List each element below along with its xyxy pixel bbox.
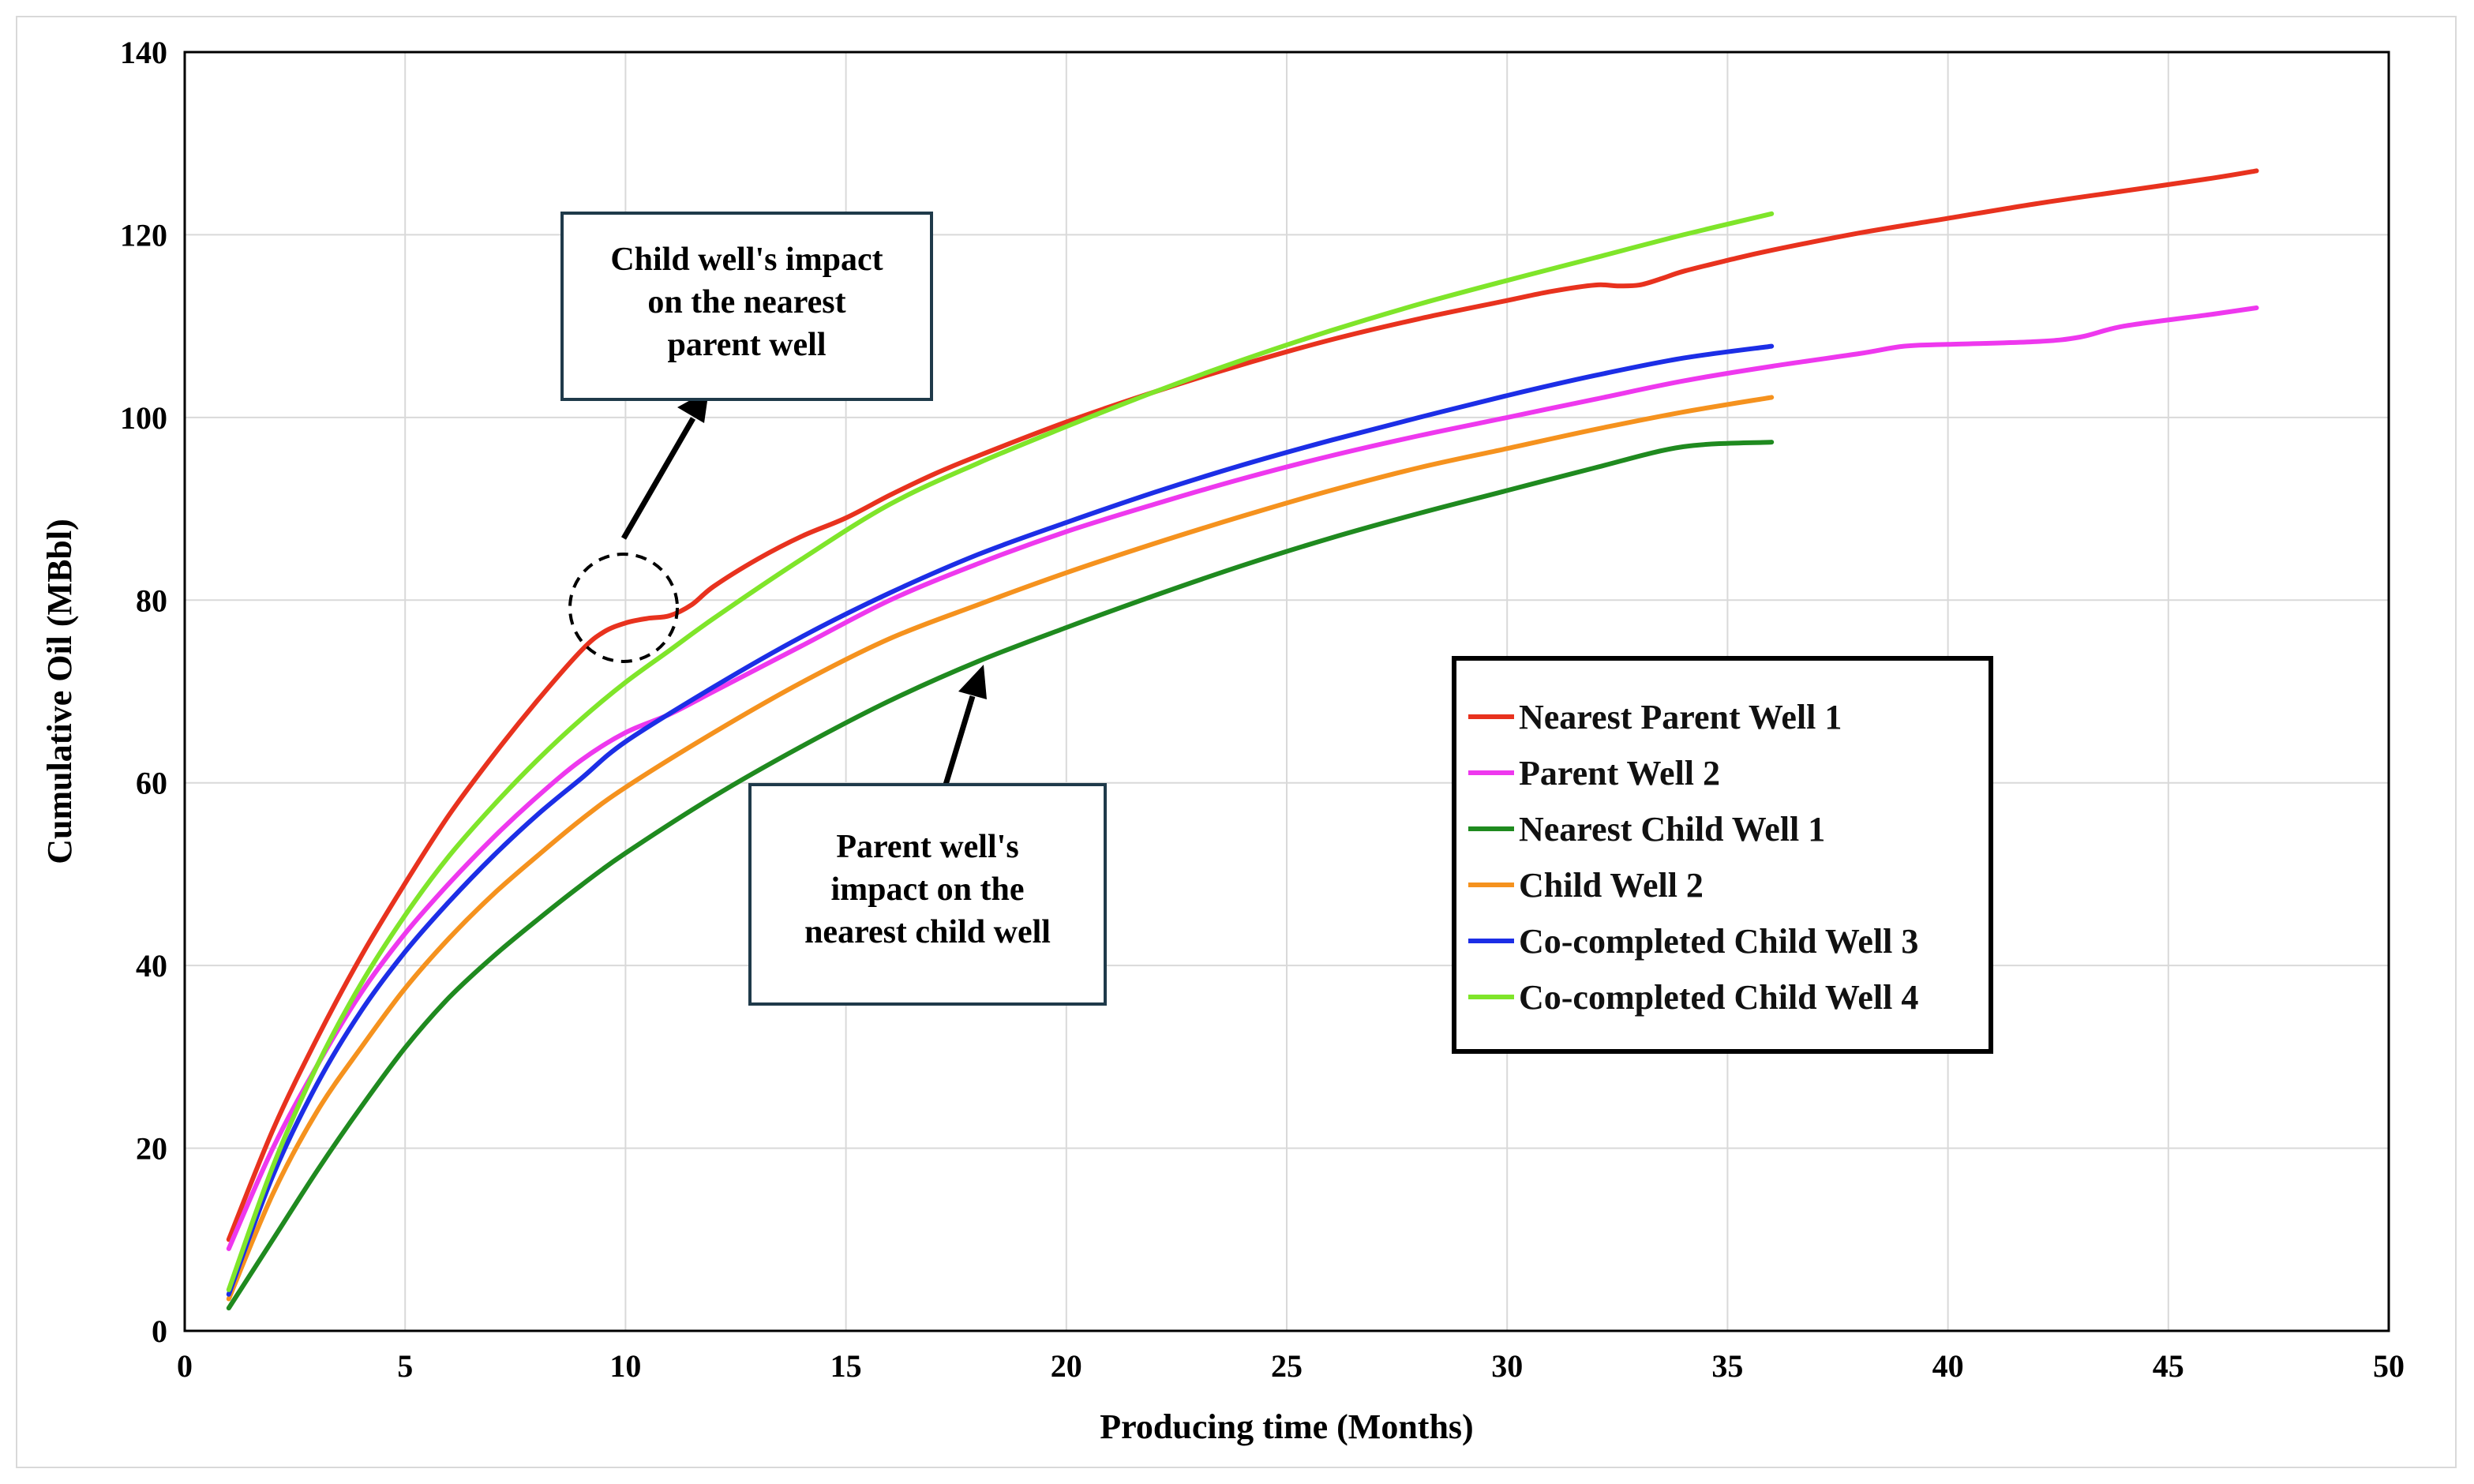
annotation-parent-impact: Parent well's impact on the nearest chil… (748, 665, 1107, 1006)
legend-entry: Co-completed Child Well 4 (1519, 978, 1918, 1017)
annotation-line: Child well's impact (610, 242, 883, 278)
legend-box (1452, 656, 1993, 1054)
x-tick-label: 0 (177, 1348, 193, 1384)
y-tick-label: 80 (136, 583, 167, 618)
y-tick-label: 120 (120, 217, 167, 253)
annotation-child-impact: Child well's impact on the nearest paren… (560, 212, 933, 663)
y-tick-label: 0 (152, 1313, 167, 1349)
annotation-line: on the nearest (647, 284, 845, 320)
legend-entry: Co-completed Child Well 3 (1519, 922, 1918, 961)
x-axis-label: Producing time (Months) (1100, 1407, 1473, 1446)
y-tick-label: 40 (136, 948, 167, 984)
annotation-line: nearest child well (804, 914, 1051, 950)
y-axis-tick-labels: 0 20 40 60 80 100 120 140 (120, 35, 167, 1349)
x-tick-label: 50 (2373, 1348, 2405, 1384)
y-tick-label: 100 (120, 400, 167, 436)
plot-area-border (183, 51, 2390, 1332)
annotation-box (748, 783, 1107, 1006)
annotation-line: impact on the (831, 871, 1025, 908)
series-line-2 (226, 305, 2259, 1251)
y-tick-label: 60 (136, 766, 167, 801)
x-axis-tick-labels: 0 5 10 15 20 25 30 35 40 45 50 (177, 1348, 2405, 1384)
x-tick-label: 15 (830, 1348, 862, 1384)
series-line-5 (226, 343, 1775, 1297)
gridlines (184, 51, 2390, 1332)
y-tick-label: 20 (136, 1131, 167, 1167)
x-tick-label: 40 (1932, 1348, 1964, 1384)
legend-entry: Child Well 2 (1519, 866, 1704, 905)
legend-entry: Nearest Child Well 1 (1519, 810, 1825, 849)
annotation-highlight-circle (568, 553, 679, 663)
annotation-arrow (943, 695, 976, 786)
series-line-4 (226, 395, 1775, 1302)
annotation-arrowhead (958, 665, 987, 699)
x-tick-label: 45 (2153, 1348, 2184, 1384)
legend-entry: Parent Well 2 (1519, 754, 1720, 793)
legend: Nearest Parent Well 1 Parent Well 2 Neares… (1452, 656, 1993, 1054)
x-tick-label: 25 (1271, 1348, 1303, 1384)
x-tick-label: 5 (397, 1348, 413, 1384)
annotation-arrow (620, 417, 696, 540)
series-line-6 (226, 211, 1775, 1292)
chart-frame (16, 16, 2457, 1468)
series-line-1 (226, 168, 2259, 1242)
x-tick-label: 10 (609, 1348, 641, 1384)
legend-entry: Nearest Parent Well 1 (1519, 698, 1842, 736)
x-tick-label: 35 (1711, 1348, 1743, 1384)
annotation-line: parent well (667, 327, 826, 363)
y-tick-label: 140 (120, 35, 167, 70)
y-axis-label: Cumulative Oil (MBbl) (40, 519, 79, 864)
x-tick-label: 20 (1051, 1348, 1082, 1384)
series-lines (226, 168, 2259, 1311)
annotation-box (560, 212, 933, 401)
annotation-line: Parent well's (836, 829, 1018, 865)
series-line-3 (226, 440, 1775, 1311)
x-tick-label: 30 (1491, 1348, 1523, 1384)
